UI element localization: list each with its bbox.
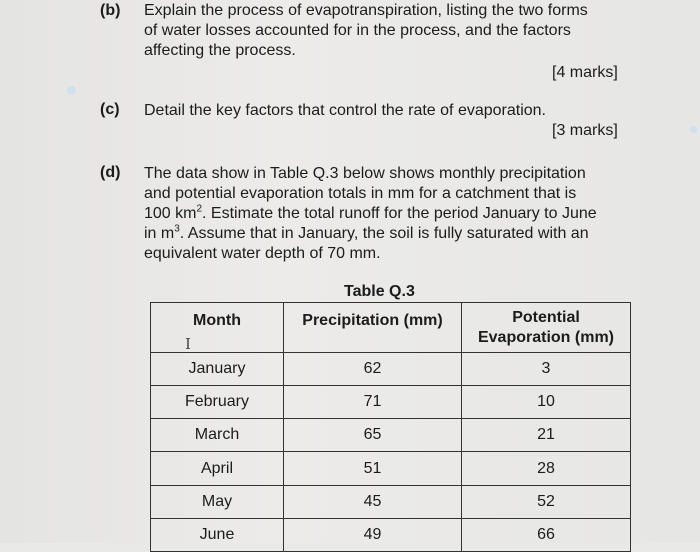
month-cell: January [150,352,284,386]
question-d-line: in m3. Assume that in January, the soil … [144,224,597,244]
precipitation-cell: 45 [283,485,462,519]
table-row: February 71 10 [150,385,631,419]
table-header-row: Month Precipitation (mm) Potential Evapo… [150,302,631,353]
table-row: June 49 66 [150,518,631,552]
question-d-line: and potential evaporation totals in mm f… [144,185,577,202]
question-b-text: Explain the process of evapotranspiratio… [144,1,588,61]
evaporation-cell: 52 [461,485,631,519]
evaporation-cell: 10 [461,385,631,419]
month-cell: May [150,485,284,519]
question-d-text: The data show in Table Q.3 below shows m… [144,164,597,264]
area-value: 100 km [144,205,197,222]
precipitation-cell: 65 [283,418,462,452]
question-d-line: The data show in Table Q.3 below shows m… [144,165,586,182]
question-d-line-rest: . Assume that in January, the soil is fu… [179,225,589,242]
column-header-evaporation: Potential Evaporation (mm) [461,302,631,353]
question-label-b: (b) [100,2,121,19]
question-label-c: (c) [100,101,120,118]
table-row: May 45 52 [150,485,631,519]
marks-b: [4 marks] [552,64,618,81]
month-cell: February [150,385,284,419]
table-caption: Table Q.3 [344,283,415,300]
precipitation-cell: 49 [283,518,462,552]
column-header-month: Month [150,302,284,353]
evaporation-cell: 3 [461,352,631,386]
text-cursor-icon: I [185,335,191,353]
month-cell: April [150,451,284,486]
question-b-line: of water losses accounted for in the pro… [144,22,571,39]
month-cell: March [150,418,284,452]
question-b-line: Explain the process of evapotranspiratio… [144,2,588,19]
superscript: 2 [196,203,203,215]
question-d-line: equivalent water depth of 70 mm. [144,245,381,262]
column-header-precipitation: Precipitation (mm) [283,302,462,353]
hole-punch-mark [690,126,697,133]
question-c-text: Detail the key factors that control the … [144,102,546,119]
table-row: March 65 21 [150,418,631,452]
data-table: Month Precipitation (mm) Potential Evapo… [150,302,631,552]
precipitation-cell: 71 [283,385,462,419]
unit-text: in m [144,225,175,242]
question-b-line: affecting the process. [144,42,296,59]
precipitation-cell: 51 [283,451,462,486]
superscript: 3 [174,223,180,235]
question-label-d: (d) [100,164,121,181]
question-d-line-rest: . Estimate the total runoff for the peri… [202,205,597,222]
hole-punch-mark [67,86,76,95]
evaporation-cell: 21 [461,418,631,452]
marks-c: [3 marks] [552,122,618,139]
evaporation-cell: 66 [461,518,631,552]
month-cell: June [150,518,284,552]
evaporation-cell: 28 [461,451,631,486]
precipitation-cell: 62 [283,352,462,386]
table-row: January 62 3 [150,352,631,386]
question-d-line: 100 km2. Estimate the total runoff for t… [144,204,597,224]
table-row: April 51 28 [150,451,631,486]
